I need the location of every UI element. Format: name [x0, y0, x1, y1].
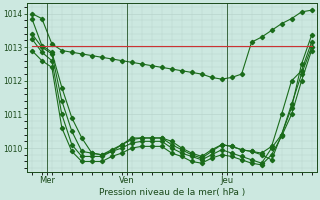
X-axis label: Pression niveau de la mer( hPa ): Pression niveau de la mer( hPa ): [99, 188, 245, 197]
